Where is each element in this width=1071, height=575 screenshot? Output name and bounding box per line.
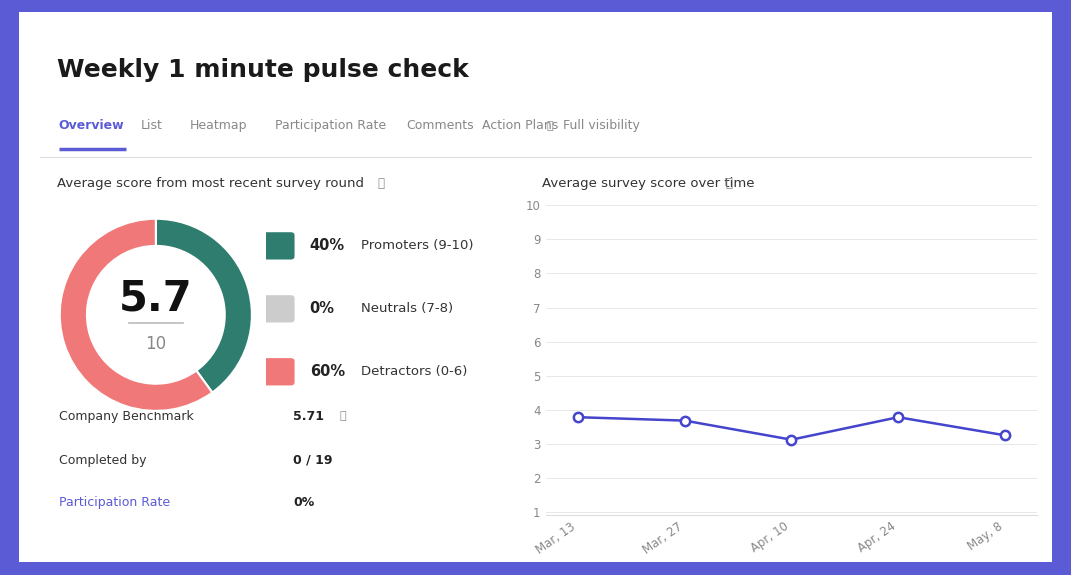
Point: [890, 413, 907, 422]
Text: Neutrals (7-8): Neutrals (7-8): [361, 302, 453, 315]
Text: 40%: 40%: [310, 239, 345, 254]
Text: ⓘ: ⓘ: [340, 411, 346, 421]
Text: Heatmap: Heatmap: [190, 119, 247, 132]
Text: 0%: 0%: [310, 301, 334, 316]
Text: ⓘ: ⓘ: [547, 121, 554, 131]
Text: 60%: 60%: [310, 365, 345, 380]
Text: Overview: Overview: [59, 119, 124, 132]
Text: Participation Rate: Participation Rate: [59, 496, 169, 509]
Text: Participation Rate: Participation Rate: [275, 119, 387, 132]
Text: 5.7: 5.7: [119, 277, 193, 319]
Text: List: List: [141, 119, 163, 132]
Wedge shape: [60, 218, 212, 411]
Text: Comments: Comments: [407, 119, 474, 132]
Point: [676, 416, 693, 426]
Point: [570, 413, 587, 422]
Wedge shape: [156, 218, 252, 393]
Text: Completed by: Completed by: [59, 454, 146, 467]
Point: [783, 435, 800, 444]
Text: Detractors (0-6): Detractors (0-6): [361, 365, 468, 378]
Point: [996, 431, 1013, 440]
FancyBboxPatch shape: [261, 358, 295, 385]
Text: Company Benchmark: Company Benchmark: [59, 410, 193, 423]
Text: 0%: 0%: [292, 496, 314, 509]
Text: 5.71: 5.71: [292, 410, 323, 423]
Text: ⓘ: ⓘ: [725, 177, 733, 190]
Text: ⓘ: ⓘ: [378, 177, 384, 190]
Text: 0 / 19: 0 / 19: [292, 454, 332, 467]
Text: Action Plans: Action Plans: [482, 119, 558, 132]
FancyBboxPatch shape: [261, 295, 295, 323]
Text: Average survey score over time: Average survey score over time: [542, 177, 754, 190]
Text: Weekly 1 minute pulse check: Weekly 1 minute pulse check: [58, 58, 469, 82]
Text: Promoters (9-10): Promoters (9-10): [361, 239, 473, 252]
Text: Average score from most recent survey round: Average score from most recent survey ro…: [58, 177, 364, 190]
FancyBboxPatch shape: [261, 232, 295, 259]
Text: Full visibility: Full visibility: [563, 119, 640, 132]
Text: 10: 10: [146, 335, 166, 353]
